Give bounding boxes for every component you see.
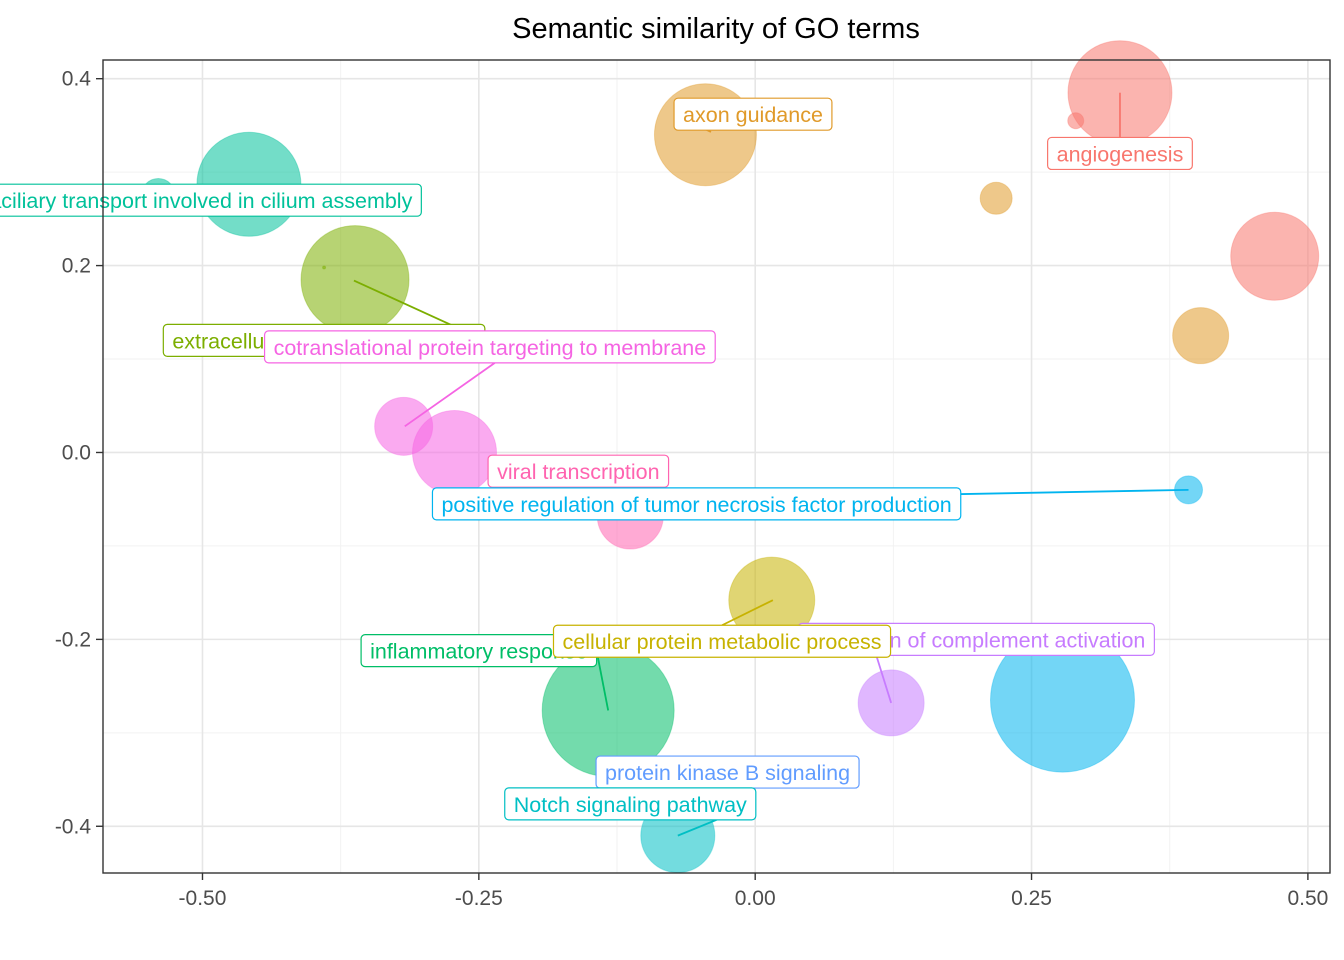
point-label-text: cotranslational protein targeting to mem…: [274, 336, 707, 360]
data-point: [980, 182, 1012, 214]
point-label-text: protein kinase B signaling: [605, 761, 850, 785]
point-label: intraciliary transport involved in ciliu…: [0, 184, 421, 216]
y-tick-label: 0.2: [62, 255, 91, 278]
point-label-text: axon guidance: [683, 103, 823, 127]
y-tick-label: 0.0: [62, 441, 91, 464]
point-label: protein kinase B signaling: [596, 756, 859, 788]
data-point: [413, 410, 497, 494]
x-tick-label: -0.50: [179, 887, 227, 910]
data-point: [1173, 308, 1229, 364]
data-point: [301, 226, 409, 334]
y-tick-label: 0.4: [62, 68, 92, 91]
data-point: [1068, 113, 1084, 129]
y-tick-label: -0.2: [55, 628, 91, 651]
x-tick-label: 0.00: [735, 887, 776, 910]
x-tick-label: 0.25: [1011, 887, 1052, 910]
point-label: positive regulation of tumor necrosis fa…: [432, 488, 1188, 520]
data-point: [323, 266, 326, 269]
point-label: Notch signaling pathway: [505, 788, 756, 836]
point-label-text: angiogenesis: [1057, 142, 1184, 166]
point-label-text: positive regulation of tumor necrosis fa…: [441, 493, 951, 517]
y-tick-label: -0.4: [55, 815, 92, 838]
point-label-text: viral transcription: [497, 460, 660, 484]
point-label: axon guidance: [674, 98, 832, 132]
x-tick-label: -0.25: [455, 887, 503, 910]
point-label: cellular protein metabolic process: [553, 600, 890, 657]
chart-title: Semantic similarity of GO terms: [512, 13, 920, 45]
x-tick-label: 0.50: [1287, 887, 1328, 910]
point-label-text: intraciliary transport involved in ciliu…: [0, 189, 413, 213]
data-point: [1231, 212, 1319, 300]
point-label: cotranslational protein targeting to mem…: [265, 331, 716, 426]
point-label-text: Notch signaling pathway: [514, 793, 747, 817]
point-label-text: cellular protein metabolic process: [562, 630, 881, 654]
